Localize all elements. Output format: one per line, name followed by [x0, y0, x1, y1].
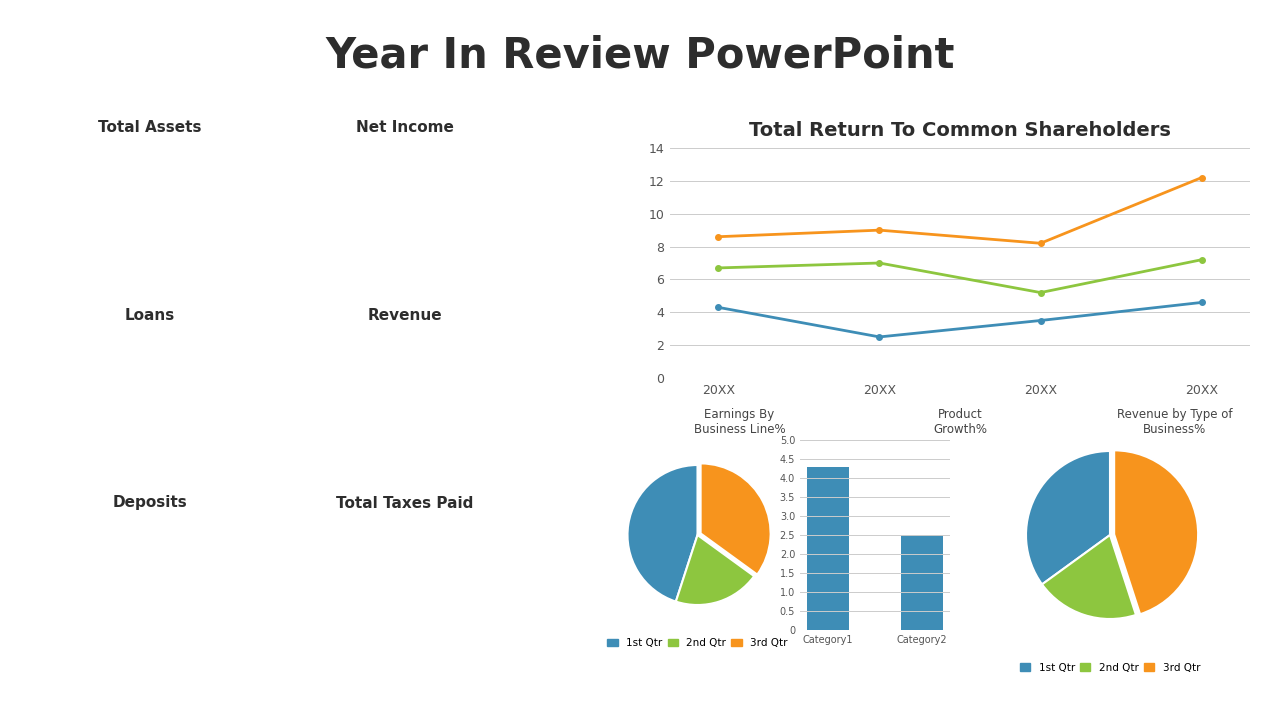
Legend: 1st Qtr, 2nd Qtr, 3rd Qtr: 1st Qtr, 2nd Qtr, 3rd Qtr — [603, 634, 792, 652]
Bar — [901, 535, 943, 630]
Text: Year In Review PowerPoint: Year In Review PowerPoint — [325, 34, 955, 76]
Text: Deposits: Deposits — [113, 495, 187, 510]
Wedge shape — [1042, 535, 1135, 619]
Text: Loans: Loans — [125, 307, 175, 323]
Text: Billon: Billon — [384, 425, 426, 440]
Text: Billon: Billon — [384, 613, 426, 628]
Text: Product
Growth%: Product Growth% — [933, 408, 987, 436]
Text: Total Taxes Paid: Total Taxes Paid — [337, 495, 474, 510]
Text: Revenue by Type of
Business%: Revenue by Type of Business% — [1117, 408, 1233, 436]
Wedge shape — [676, 535, 754, 605]
Text: Billon: Billon — [384, 237, 426, 252]
Text: Revenue: Revenue — [367, 307, 443, 323]
Text: Total Assets: Total Assets — [99, 120, 202, 135]
Bar — [806, 467, 849, 630]
Text: $2.4: $2.4 — [353, 360, 456, 402]
Wedge shape — [700, 464, 771, 575]
Text: Net Income: Net Income — [356, 120, 454, 135]
Wedge shape — [627, 465, 698, 602]
Text: $460: $460 — [92, 360, 207, 402]
Text: Billon: Billon — [129, 425, 172, 440]
Text: $899: $899 — [92, 172, 207, 215]
Text: $605: $605 — [92, 549, 207, 590]
Text: Earnings By
Business Line%: Earnings By Business Line% — [694, 408, 786, 436]
Text: $7.2: $7.2 — [353, 172, 457, 215]
Text: Total Return To Common Shareholders: Total Return To Common Shareholders — [749, 120, 1171, 140]
Wedge shape — [1114, 450, 1198, 614]
Text: $2.9: $2.9 — [353, 549, 456, 590]
Wedge shape — [1027, 451, 1110, 585]
Legend: 1st Qtr, 2nd Qtr, 3rd Qtr: 1st Qtr, 2nd Qtr, 3rd Qtr — [1016, 659, 1204, 677]
Text: Billon: Billon — [129, 613, 172, 628]
Text: Billon: Billon — [129, 237, 172, 252]
